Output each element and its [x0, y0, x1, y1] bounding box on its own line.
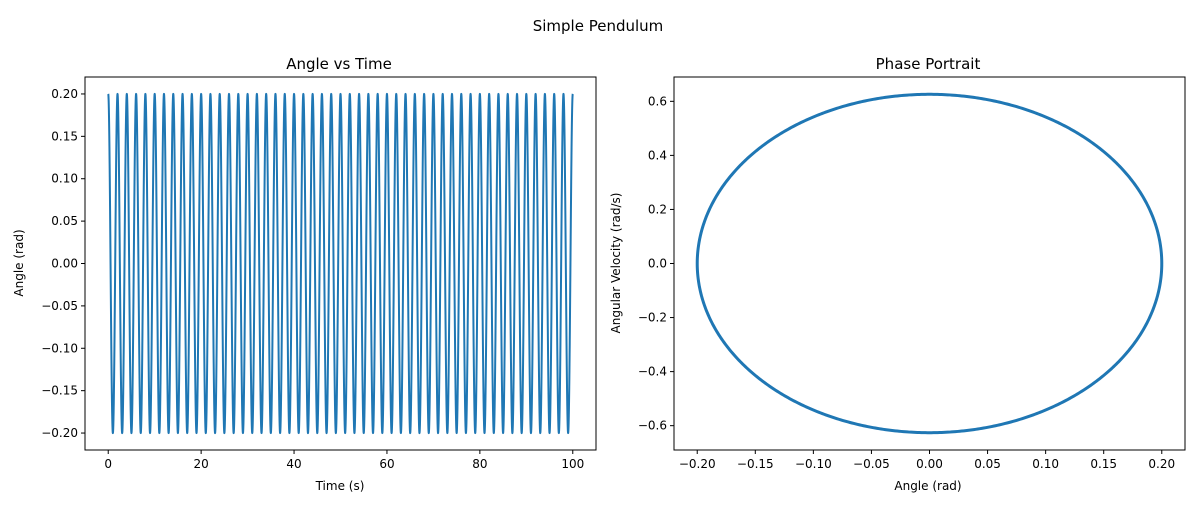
- plot-area: [695, 92, 1164, 435]
- x-tick-label: 60: [379, 457, 394, 471]
- x-tick-label: 20: [193, 457, 208, 471]
- y-axis-label: Angular Velocity (rad/s): [609, 193, 623, 334]
- y-axis-ticks: −0.6 −0.4 −0.2 0.0 0.2 0.4 0.6: [638, 94, 674, 433]
- phase-trajectory-line: [695, 92, 1164, 435]
- x-axis-ticks: −0.20 −0.15 −0.10 −0.05 0.00 0.05 0.10 0.15 0.20: [679, 450, 1175, 471]
- y-tick-label: 0.0: [648, 257, 667, 271]
- figure-title: Simple Pendulum: [533, 17, 664, 35]
- y-tick-label: 0.15: [51, 129, 78, 143]
- y-tick-label: −0.4: [638, 365, 667, 379]
- y-tick-label: 0.00: [51, 257, 78, 271]
- angle-series-line: [107, 92, 574, 435]
- y-tick-label: −0.10: [41, 341, 78, 355]
- x-tick-label: −0.10: [795, 457, 832, 471]
- x-tick-label: 0.10: [1032, 457, 1059, 471]
- x-tick-label: 80: [472, 457, 487, 471]
- x-tick-label: 0: [104, 457, 112, 471]
- x-axis-label: Time (s): [315, 479, 365, 493]
- x-tick-label: 0.05: [974, 457, 1001, 471]
- y-tick-label: 0.2: [648, 202, 667, 216]
- phase-portrait-chart: Phase Portrait −0.20 −0.15 −0.10 −0.05 0.00 0…: [609, 55, 1186, 493]
- x-tick-label: 40: [286, 457, 301, 471]
- chart-title: Angle vs Time: [286, 55, 392, 73]
- y-tick-label: −0.20: [41, 426, 78, 440]
- y-tick-label: 0.4: [648, 148, 667, 162]
- x-tick-label: −0.05: [853, 457, 890, 471]
- x-tick-label: 0.20: [1148, 457, 1175, 471]
- y-tick-label: −0.2: [638, 311, 667, 325]
- x-tick-label: −0.15: [737, 457, 774, 471]
- x-axis-ticks: 0 20 40 60 80 100: [104, 450, 584, 471]
- y-tick-label: 0.20: [51, 87, 78, 101]
- y-tick-label: −0.05: [41, 299, 78, 313]
- y-axis-ticks: −0.20 −0.15 −0.10 −0.05 0.00 0.05 0.10 0.15 0.20: [41, 87, 85, 440]
- y-tick-label: 0.10: [51, 172, 78, 186]
- x-tick-label: 0.00: [916, 457, 943, 471]
- y-tick-label: −0.15: [41, 384, 78, 398]
- x-tick-label: −0.20: [679, 457, 716, 471]
- plot-area: [107, 92, 574, 435]
- x-tick-label: 100: [561, 457, 584, 471]
- angle-vs-time-chart: Angle vs Time 0 20 40 60 80 100 −0.20−0.15−0.…: [12, 55, 597, 493]
- x-axis-label: Angle (rad): [894, 479, 961, 493]
- y-tick-label: 0.05: [51, 214, 78, 228]
- y-axis-label: Angle (rad): [12, 229, 26, 296]
- x-tick-label: 0.15: [1090, 457, 1117, 471]
- y-tick-label: −0.6: [638, 419, 667, 433]
- chart-title: Phase Portrait: [876, 55, 981, 73]
- y-tick-label: 0.6: [648, 94, 667, 108]
